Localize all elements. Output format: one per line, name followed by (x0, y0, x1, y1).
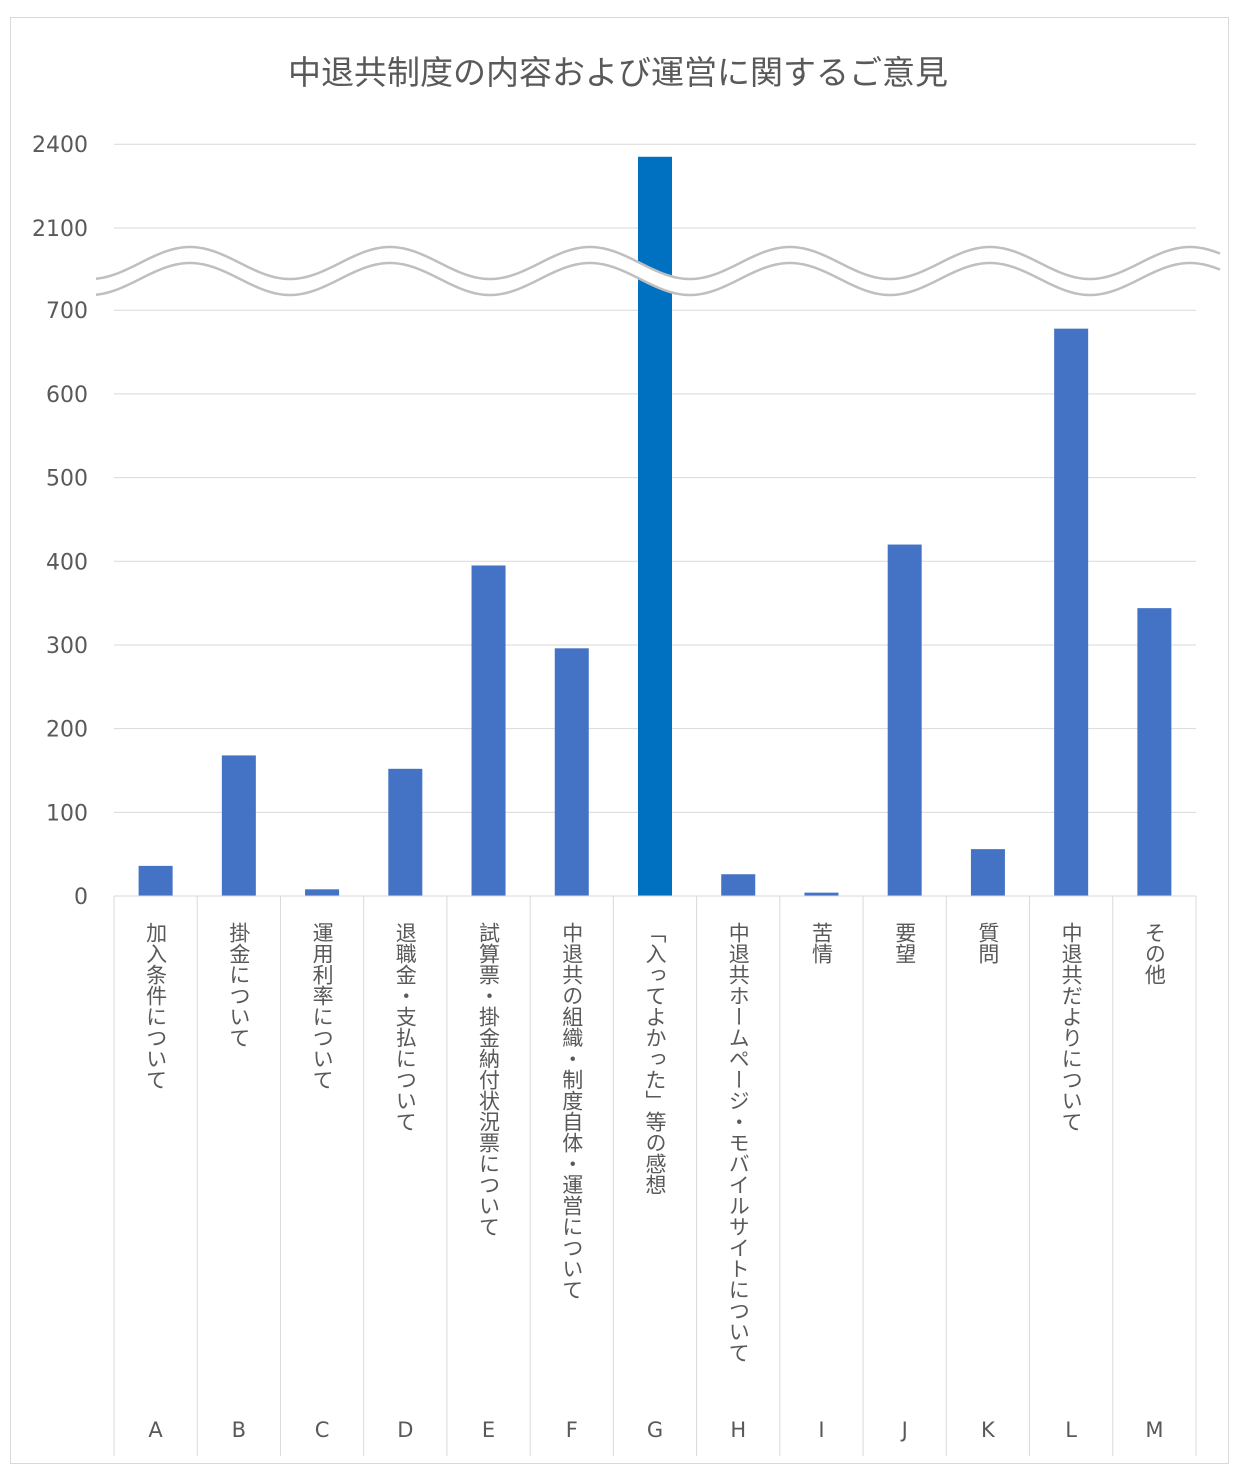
x-tick-label: J (900, 1418, 908, 1442)
x-category-description: 退職金・支払について (393, 922, 417, 1132)
y-tick-label: 600 (46, 383, 88, 408)
y-tick-label: 400 (46, 550, 88, 575)
x-category-description: 要望 (893, 922, 917, 964)
y-tick-label: 200 (46, 718, 88, 743)
y-tick-label: 2400 (32, 133, 88, 158)
break-line-lower (95, 261, 1221, 297)
bar-F (554, 648, 589, 896)
x-category-description: 中退共ホームページ・モバイルサイトについて (726, 922, 750, 1363)
chart-title: 中退共制度の内容および運営に関するご意見 (288, 53, 948, 92)
x-category-description: 苦情 (809, 922, 833, 964)
x-tick-label: I (818, 1418, 824, 1442)
x-category-description: 運用利率について (310, 922, 334, 1090)
x-category-description: 試算票・掛金納付状況票について (477, 922, 501, 1237)
y-tick-label: 2100 (32, 217, 88, 242)
x-category-description: 中退共の組織・制度自体・運営について (560, 922, 584, 1300)
y-tick-label: 700 (46, 299, 88, 324)
bar-E (471, 565, 506, 896)
x-tick-label: B (232, 1418, 246, 1442)
x-tick-label: A (148, 1418, 163, 1442)
x-category-description: 質問 (976, 922, 1000, 964)
bar-H (721, 874, 756, 896)
x-category-description: 加入条件について (144, 922, 168, 1090)
x-tick-label: G (647, 1418, 663, 1442)
x-tick-label: E (482, 1418, 495, 1442)
y-axis-labels: 0 100 200 300 400 500 600 700 2100 2400 (32, 133, 88, 910)
bar-K (970, 849, 1005, 896)
break-band (96, 247, 1222, 295)
bar-M (1137, 608, 1172, 896)
x-tick-label: K (981, 1418, 996, 1442)
y-tick-label: 500 (46, 467, 88, 492)
chart-border (10, 17, 1229, 1464)
y-tick-label: 0 (74, 885, 88, 910)
x-tick-label: D (397, 1418, 413, 1442)
x-tick-label: L (1065, 1418, 1077, 1442)
x-category-description: 掛金について (227, 922, 251, 1048)
x-tick-label: C (315, 1418, 330, 1442)
break-line-upper (95, 245, 1221, 281)
x-tick-label: F (566, 1418, 578, 1442)
bar-C (305, 889, 340, 896)
x-category-description: 中退共だよりについて (1059, 922, 1083, 1132)
x-category-description: 「入ってよかった」等の感想 (643, 922, 667, 1195)
bar-D (388, 768, 423, 896)
bar-A (138, 865, 173, 896)
bar-J (887, 544, 922, 896)
y-tick-label: 300 (46, 634, 88, 659)
x-axis: 加入条件について A 掛金について B 運用利率について C 退職金・支払について D 試算票・… (113, 895, 1197, 1456)
bar-B (221, 755, 256, 896)
bar-I (804, 892, 839, 896)
bar-L (1054, 328, 1089, 896)
axis-break (95, 245, 1222, 297)
x-tick-label: H (730, 1418, 746, 1442)
y-tick-label: 100 (46, 801, 88, 826)
x-tick-label: M (1145, 1418, 1163, 1442)
x-category-description: その他 (1142, 922, 1166, 985)
